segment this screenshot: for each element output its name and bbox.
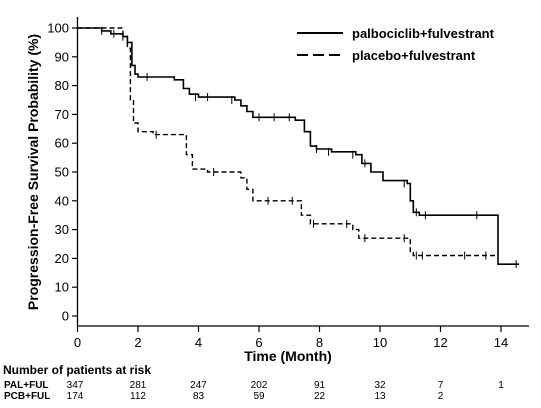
y-tick-label: 60 (55, 136, 69, 151)
risk-count: 83 (193, 391, 205, 402)
x-tick-label: 0 (74, 335, 81, 350)
risk-count: 174 (67, 391, 84, 402)
km-curve-palbociclib (77, 27, 520, 265)
risk-row-label: PCB+FUL (4, 391, 50, 402)
x-tick-label: 14 (494, 335, 508, 350)
y-axis-title: Progression-Free Survival Probability (%… (25, 34, 41, 310)
risk-count: 7 (438, 380, 444, 391)
risk-count: 1 (498, 380, 504, 391)
km-curve-placebo (77, 27, 495, 257)
x-tick-label: 4 (195, 335, 202, 350)
risk-count: 347 (67, 380, 84, 391)
risk-count: 281 (130, 380, 147, 391)
y-tick-label: 30 (55, 222, 69, 237)
y-tick-label: 20 (55, 251, 69, 266)
risk-count: 112 (130, 391, 146, 402)
x-tick-label: 2 (134, 335, 141, 350)
risk-count: 32 (374, 380, 386, 391)
legend: palbociclib+fulvestrant placebo+fulvestr… (297, 26, 495, 63)
x-tick-label: 6 (255, 335, 262, 350)
y-tick-label: 40 (55, 193, 69, 208)
y-tick-label: 70 (55, 107, 69, 122)
risk-count: 13 (374, 391, 386, 402)
y-tick-label: 80 (55, 78, 69, 93)
risk-count: 247 (190, 380, 207, 391)
risk-count: 202 (251, 380, 268, 391)
risk-count: 2 (438, 391, 444, 402)
y-tick-label: 90 (55, 49, 69, 64)
x-tick-label: 12 (433, 335, 447, 350)
risk-count: 22 (314, 391, 326, 402)
y-tick-label: 0 (62, 309, 69, 324)
risk-count: 91 (314, 380, 326, 391)
y-tick-label: 50 (55, 165, 69, 180)
y-tick-label: 10 (55, 280, 69, 295)
legend-label-palbociclib: palbociclib+fulvestrant (352, 26, 495, 41)
risk-row-label: PAL+FUL (4, 380, 49, 391)
x-tick-label: 8 (316, 335, 323, 350)
y-tick-label: 100 (47, 21, 69, 36)
legend-label-placebo: placebo+fulvestrant (352, 48, 476, 63)
risk-table-title: Number of patients at risk (3, 363, 151, 377)
x-tick-label: 10 (373, 335, 387, 350)
risk-table: Number of patients at risk PAL+FUL 347 281… (3, 363, 504, 402)
risk-count: 59 (253, 391, 265, 402)
x-axis-title: Time (Month) (244, 348, 332, 364)
